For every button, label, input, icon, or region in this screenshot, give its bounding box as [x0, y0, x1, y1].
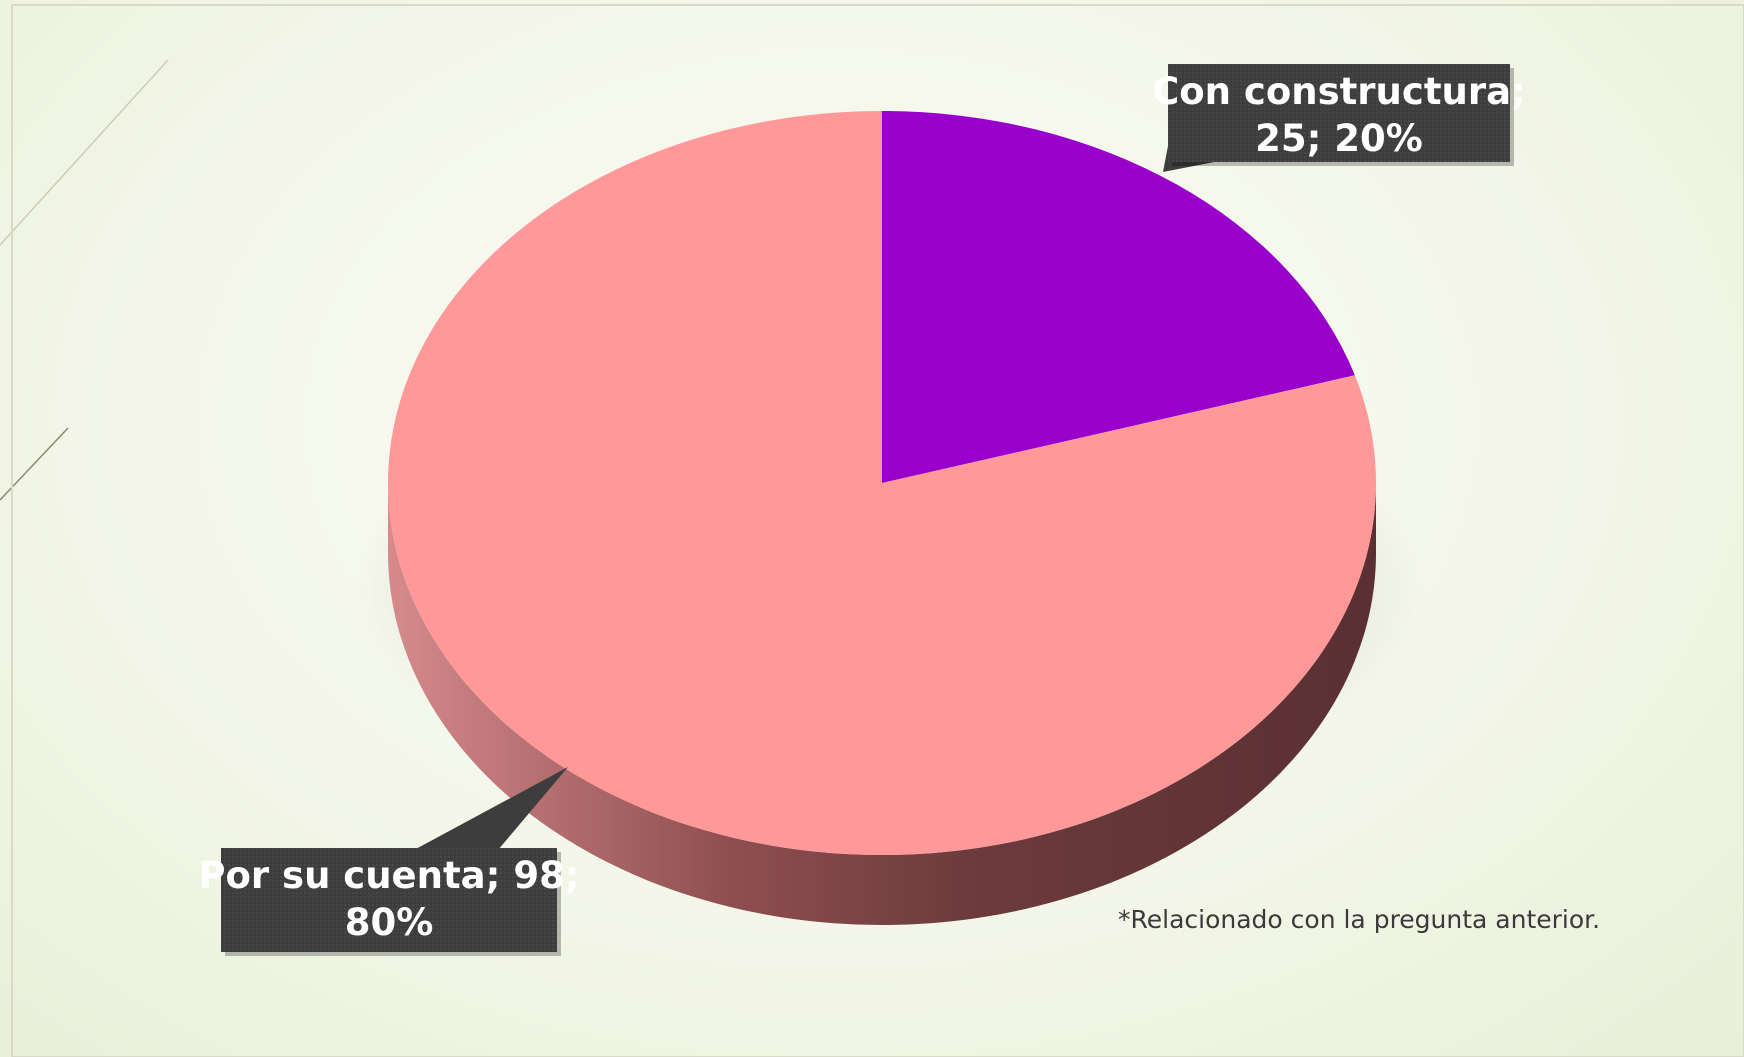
- pie-slice-por-su-cuenta: [388, 111, 1376, 855]
- data-label-line1: Por su cuenta; 98;: [198, 854, 579, 897]
- footnote: *Relacionado con la pregunta anterior.: [1118, 905, 1601, 934]
- decorative-line: [0, 427, 69, 501]
- label-box: [1168, 64, 1510, 162]
- label-box: [221, 848, 557, 952]
- data-label-con-constructura: Con constructura;25; 20%: [1152, 64, 1526, 172]
- label-pointer: [414, 767, 568, 850]
- data-label-line1: Con constructura;: [1152, 70, 1526, 113]
- pie-slice-con-constructura: [882, 111, 1355, 483]
- slide-border: [11, 4, 1744, 1057]
- data-label-line2: 25; 20%: [1255, 117, 1423, 160]
- pie-side: [388, 483, 1376, 925]
- data-label-por-su-cuenta: Por su cuenta; 98;80%: [198, 767, 580, 956]
- decorative-line: [0, 59, 169, 246]
- data-label-line2: 80%: [345, 901, 434, 944]
